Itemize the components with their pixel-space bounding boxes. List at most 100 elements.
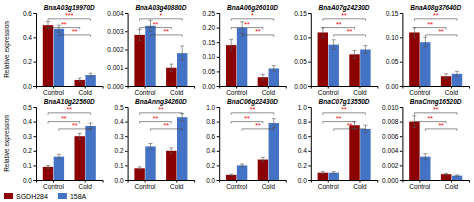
significance: **	[428, 115, 434, 122]
tick-mark	[400, 86, 403, 87]
bar	[54, 29, 64, 86]
x-axis: ControlCold	[37, 86, 104, 96]
x-axis: ControlCold	[220, 86, 287, 96]
tick-mark	[217, 136, 220, 137]
tick-mark	[125, 180, 128, 181]
significance: **	[250, 106, 256, 113]
error-bar	[423, 37, 427, 47]
significance: **	[244, 21, 250, 28]
tick-mark	[400, 122, 403, 123]
error-bar	[423, 154, 427, 160]
tick-mark	[308, 62, 311, 63]
tick-label: 0.1	[115, 162, 124, 169]
axis-line	[400, 108, 403, 181]
tick-mark	[400, 37, 403, 38]
significance: **	[433, 106, 439, 113]
tick-label: 0.0	[23, 83, 32, 90]
tick-label: Cold	[353, 183, 367, 190]
y-tick: 0.4	[206, 147, 219, 154]
axis-line	[400, 14, 403, 87]
legend-item: SGDH284	[4, 193, 48, 200]
tick-label: 0.15	[203, 39, 216, 46]
tick-mark	[217, 28, 220, 29]
x-axis: ControlCold	[220, 180, 287, 190]
y-tick: 0.1	[23, 162, 36, 169]
error-bar	[229, 39, 233, 51]
y-tick: 0.00	[294, 83, 311, 90]
y-tick: 0.00	[203, 83, 220, 90]
x-tick: Cold	[78, 86, 92, 96]
tick-mark	[400, 151, 403, 152]
significance: **	[153, 115, 159, 122]
y-label: Relative expression	[3, 21, 11, 78]
error-bar	[272, 119, 276, 128]
tick-mark	[34, 151, 37, 152]
panel: 0.000.050.100.15ControlColdBnaA08g37640D…	[386, 4, 470, 96]
x-axis: ControlCold	[128, 180, 195, 190]
error-bar	[148, 144, 152, 150]
x-tick: Control	[318, 86, 340, 96]
bar	[360, 129, 370, 180]
tick-label: Cold	[353, 89, 367, 96]
tick-mark	[400, 165, 403, 166]
significance: **	[255, 122, 261, 129]
y-tick: 0.20	[203, 24, 220, 31]
y-tick: 0.05	[294, 58, 311, 65]
bar	[145, 146, 155, 180]
tick-mark	[217, 107, 220, 108]
tick-mark	[34, 86, 37, 87]
bar	[409, 32, 419, 86]
tick-mark	[217, 86, 220, 87]
panel: 0.00.20.40.60.81.0ControlColdBnaC07g1355…	[298, 98, 378, 190]
error-bar	[353, 50, 357, 58]
y-tick: 0.0	[23, 177, 36, 184]
significance: **	[61, 115, 67, 122]
y-tick: 0.15	[386, 10, 403, 17]
tick-label: 0.000	[107, 83, 124, 90]
error-bar	[272, 66, 276, 72]
significance: **	[347, 122, 353, 129]
tick-label: 0.0	[115, 177, 124, 184]
significance: **	[255, 28, 261, 35]
significance: **	[67, 106, 73, 113]
x-tick: Control	[318, 180, 340, 190]
bar	[43, 167, 53, 180]
error-bar	[444, 173, 448, 174]
panel: 0.00.10.20.30.40.5ControlColdBnaA10g2256…	[3, 98, 103, 190]
x-axis: ControlCold	[403, 86, 470, 96]
tick-mark	[125, 136, 128, 137]
tick-mark	[125, 165, 128, 166]
tick-label: Cold	[445, 183, 459, 190]
error-bar	[57, 154, 61, 158]
tick-label: 0.2	[298, 162, 307, 169]
x-axis: ControlCold	[128, 86, 195, 96]
bar	[43, 25, 53, 86]
y-tick: 0.6	[206, 133, 219, 140]
bar	[318, 32, 328, 86]
significance: **	[433, 12, 439, 19]
tick-mark	[125, 151, 128, 152]
tick-label: 0.0	[298, 177, 307, 184]
axis-line	[217, 14, 220, 87]
bar	[74, 136, 84, 180]
y-tick: 0.10	[386, 34, 403, 41]
tick-label: 1.0	[298, 104, 307, 111]
tick-mark	[308, 86, 311, 87]
tick-mark	[217, 151, 220, 152]
bar	[258, 160, 268, 180]
y-tick: 0.5	[23, 104, 36, 111]
y-tick: 0.4	[23, 118, 36, 125]
tick-label: 0.10	[386, 34, 399, 41]
y-tick: 0.4	[115, 118, 128, 125]
tick-mark	[217, 42, 220, 43]
tick-mark	[217, 57, 220, 58]
tick-mark	[217, 180, 220, 181]
y-tick: 0.5	[115, 104, 128, 111]
tick-mark	[308, 151, 311, 152]
tick-mark	[308, 136, 311, 137]
tick-label: Control	[318, 89, 340, 96]
significance: **	[341, 12, 347, 19]
tick-mark	[308, 13, 311, 14]
y-tick: 0.002	[382, 162, 402, 169]
marks	[43, 123, 96, 180]
